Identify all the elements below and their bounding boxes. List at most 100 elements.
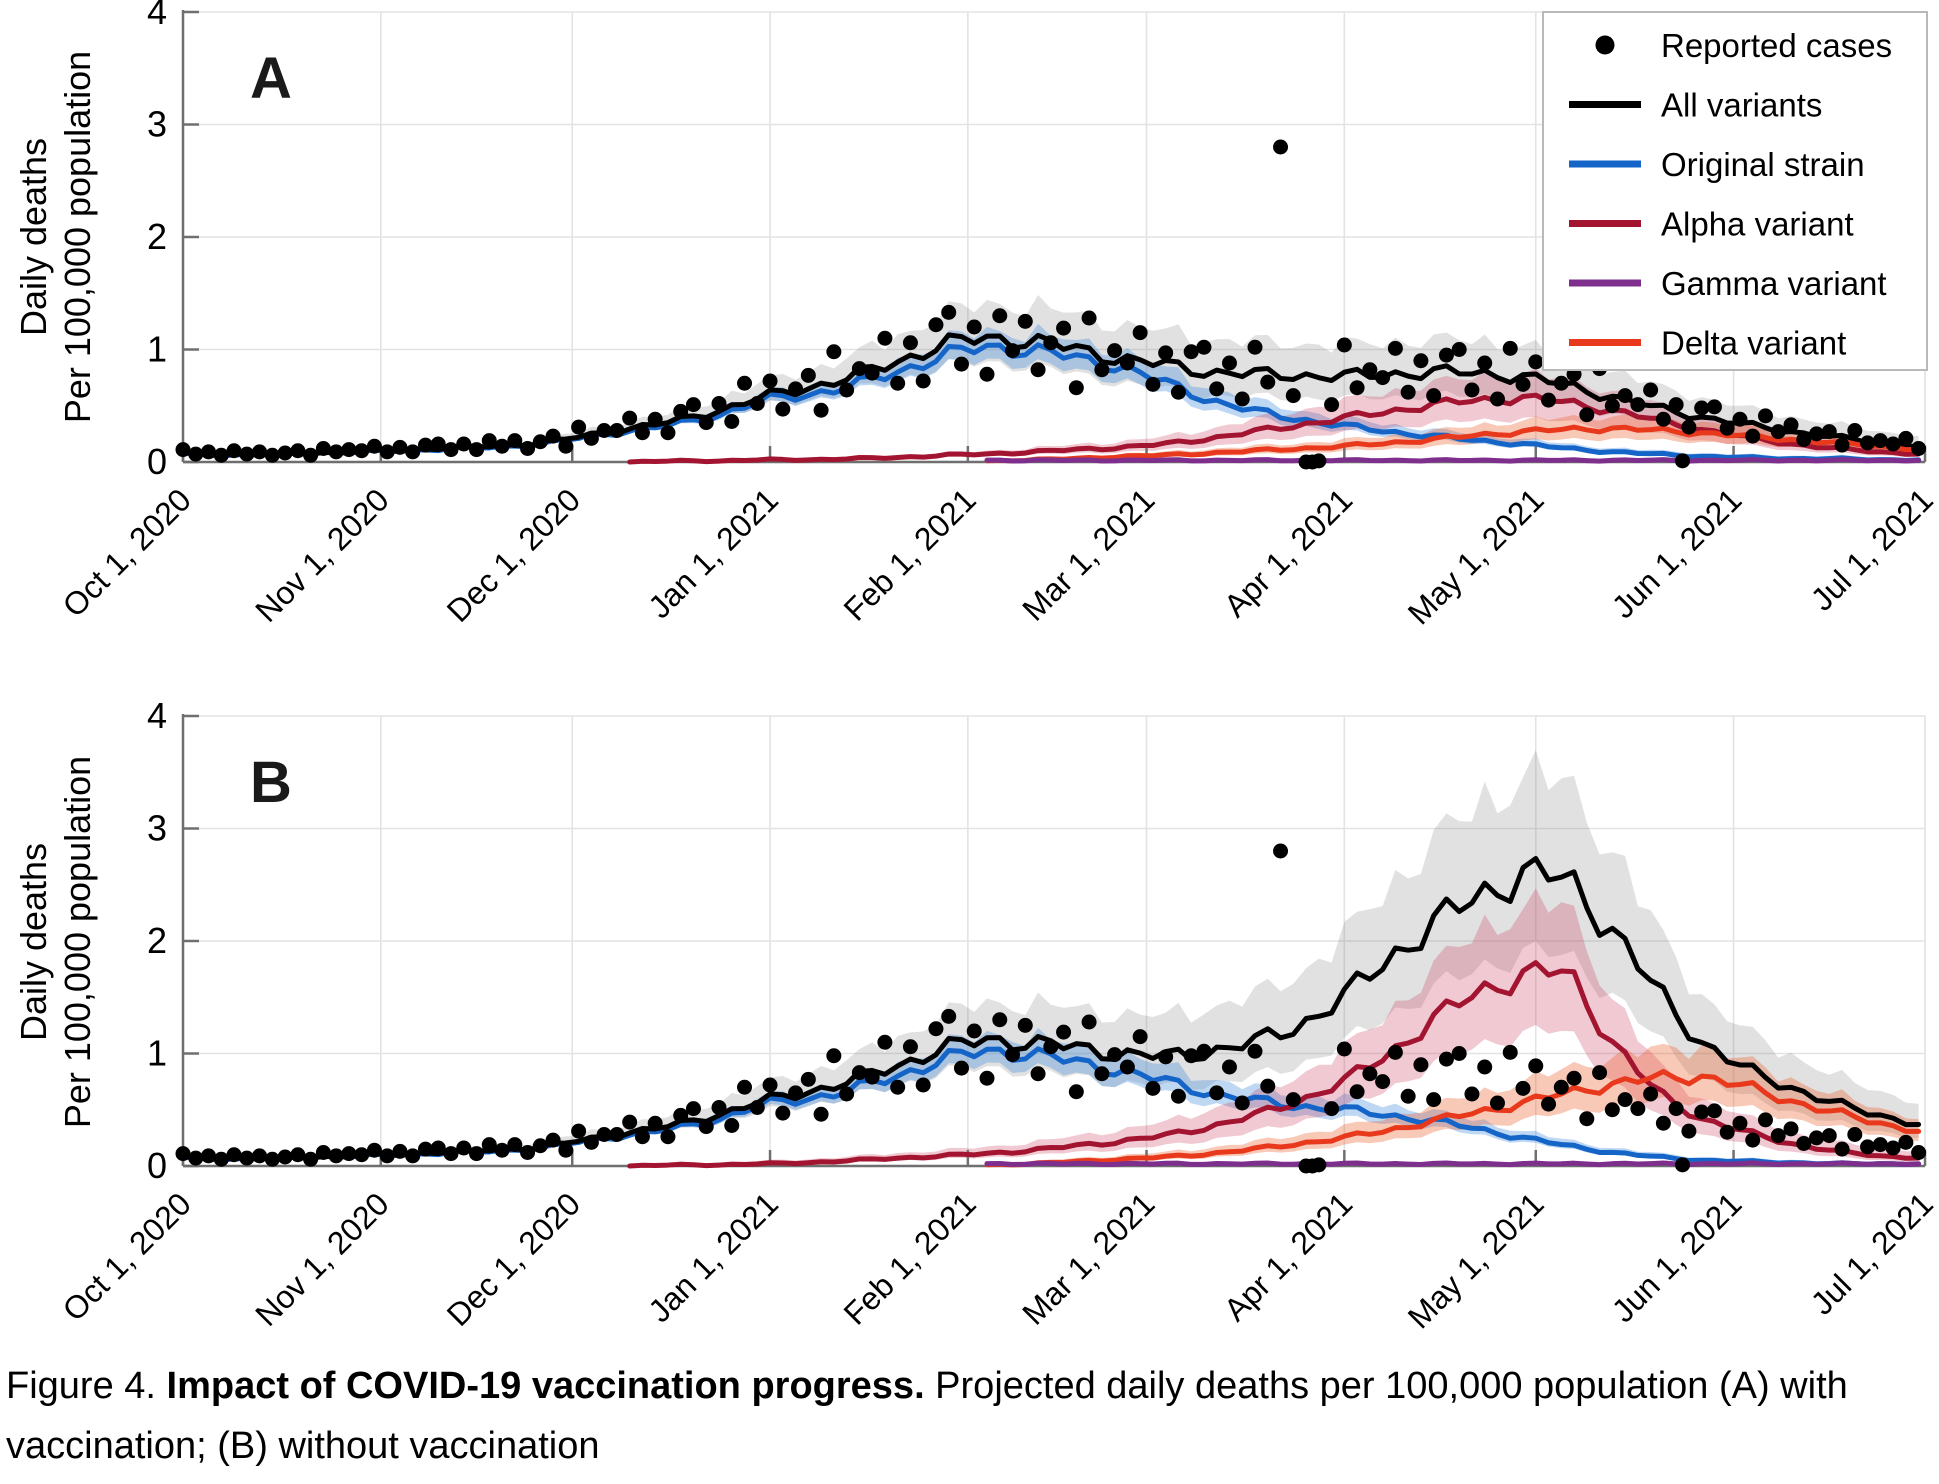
- reported-case-dot: [1719, 420, 1735, 436]
- reported-case-dot: [1898, 430, 1914, 446]
- series-line-gamma-variant: [984, 456, 1922, 464]
- reported-case-dot: [1005, 1047, 1021, 1063]
- reported-case-dot: [315, 1145, 331, 1160]
- reported-case-dot: [1413, 353, 1429, 369]
- legend-item-alpha-variant: Alpha variant: [1569, 206, 1854, 243]
- reported-case-dot: [341, 1146, 357, 1162]
- reported-case-dot: [417, 1141, 433, 1157]
- legend-item-reported-cases: Reported cases: [1595, 27, 1892, 64]
- reported-case-dot: [1630, 397, 1646, 413]
- reported-case-dot: [1668, 397, 1684, 413]
- panel-b-letter: B: [250, 750, 292, 815]
- reported-case-dot: [1783, 417, 1799, 433]
- legend-label: All variants: [1661, 87, 1822, 124]
- reported-case-dot: [213, 1151, 229, 1167]
- x-tick-label: Mar 1, 2021: [1015, 1185, 1161, 1331]
- reported-case-dot: [1911, 1145, 1927, 1160]
- reported-case-dot: [762, 373, 778, 389]
- reported-case-dot: [558, 1142, 574, 1158]
- reported-case-dot: [1515, 1080, 1531, 1096]
- reported-case-dot: [1898, 1134, 1914, 1150]
- reported-case-dot: [941, 1008, 957, 1024]
- reported-case-dot: [1158, 1049, 1174, 1065]
- reported-case-dot: [392, 1143, 408, 1159]
- reported-case-dot: [1604, 1102, 1620, 1118]
- reported-case-dot: [443, 1146, 459, 1162]
- reported-case-dot: [201, 1148, 217, 1164]
- x-tick-label: Dec 1, 2020: [440, 1185, 587, 1332]
- caption-prefix: Figure 4.: [6, 1365, 167, 1407]
- reported-case-dot: [724, 414, 740, 429]
- reported-case-dot: [1387, 340, 1403, 356]
- reported-case-dot: [634, 425, 650, 441]
- legend-label: Delta variant: [1661, 325, 1846, 362]
- legend-dot-marker: [1595, 35, 1615, 55]
- reported-case-dot: [1706, 399, 1722, 415]
- reported-case-dot: [902, 335, 918, 351]
- reported-case-dot: [1643, 382, 1659, 398]
- x-tick-label: Feb 1, 2021: [837, 481, 983, 627]
- reported-case-dot: [1132, 325, 1148, 341]
- y-axis-label-line2: Per 100,000 population: [57, 756, 98, 1128]
- reported-case-dot: [1400, 1088, 1416, 1104]
- reported-case-dot: [520, 1145, 536, 1160]
- reported-case-dot: [1528, 354, 1544, 370]
- reported-case-dot: [1847, 1127, 1863, 1142]
- reported-case-dot: [1260, 374, 1276, 390]
- x-tick-label: Nov 1, 2020: [248, 1185, 395, 1332]
- reported-case-dot: [1336, 1041, 1352, 1057]
- reported-case-dot: [1285, 1092, 1301, 1108]
- reported-case-dot: [1030, 362, 1046, 378]
- reported-case-dot: [1809, 1130, 1825, 1146]
- reported-case-dot: [826, 1048, 842, 1064]
- reported-case-dot: [583, 1134, 599, 1150]
- reported-case-dot: [1885, 1140, 1901, 1156]
- reported-case-dot: [1553, 1079, 1569, 1095]
- reported-case-dot: [596, 423, 612, 438]
- reported-case-dot: [201, 444, 217, 460]
- x-tick-label: Jan 1, 2021: [641, 1185, 785, 1329]
- reported-case-dot: [1847, 423, 1863, 438]
- reported-case-dot: [1745, 1132, 1761, 1148]
- x-tick-label: Jul 1, 2021: [1804, 1185, 1939, 1321]
- reported-case-dot: [252, 1148, 268, 1164]
- reported-case-dot: [507, 1137, 523, 1153]
- reported-case-dot: [1362, 362, 1378, 378]
- x-tick-label: Oct 1, 2020: [56, 1185, 198, 1327]
- reported-case-dot: [826, 344, 842, 360]
- reported-case-dot: [1617, 1092, 1633, 1108]
- reported-case-dot: [953, 1060, 969, 1076]
- reported-case-dot: [303, 1151, 319, 1167]
- x-tick-label: Nov 1, 2020: [248, 481, 395, 628]
- reported-case-dot: [813, 402, 829, 418]
- reported-case-dot: [213, 447, 229, 463]
- reported-case-dot: [1528, 1058, 1544, 1074]
- series-line-delta-variant: [984, 424, 1922, 464]
- reported-case-dot: [1145, 1080, 1161, 1096]
- reported-case-dot: [239, 1150, 255, 1166]
- reported-case-dot: [941, 304, 957, 320]
- reported-case-dot: [277, 445, 293, 461]
- reported-case-dot: [1068, 380, 1084, 396]
- reported-case-dot: [1234, 1095, 1250, 1111]
- reported-case-dot: [443, 442, 459, 458]
- reported-case-dot: [264, 447, 280, 463]
- y-tick-label: 1: [147, 329, 167, 370]
- reported-case-dot: [966, 1023, 982, 1039]
- reported-case-dot: [494, 438, 510, 454]
- reported-case-dot: [1145, 376, 1161, 392]
- reported-case-dot: [647, 411, 663, 427]
- reported-case-dot: [1719, 1124, 1735, 1140]
- reported-case-dot: [1324, 397, 1340, 413]
- reported-case-dot: [366, 1142, 382, 1158]
- reported-case-dot: [226, 1147, 242, 1163]
- reported-case-dot: [405, 1148, 421, 1164]
- reported-case-dot: [1502, 340, 1518, 356]
- series-line-gamma-variant: [984, 1160, 1922, 1168]
- reported-case-dot: [775, 401, 791, 417]
- reported-case-dot: [1005, 343, 1021, 359]
- reported-case-dot: [992, 308, 1008, 324]
- reported-case-dot: [1745, 428, 1761, 444]
- y-tick-label: 0: [147, 1145, 167, 1186]
